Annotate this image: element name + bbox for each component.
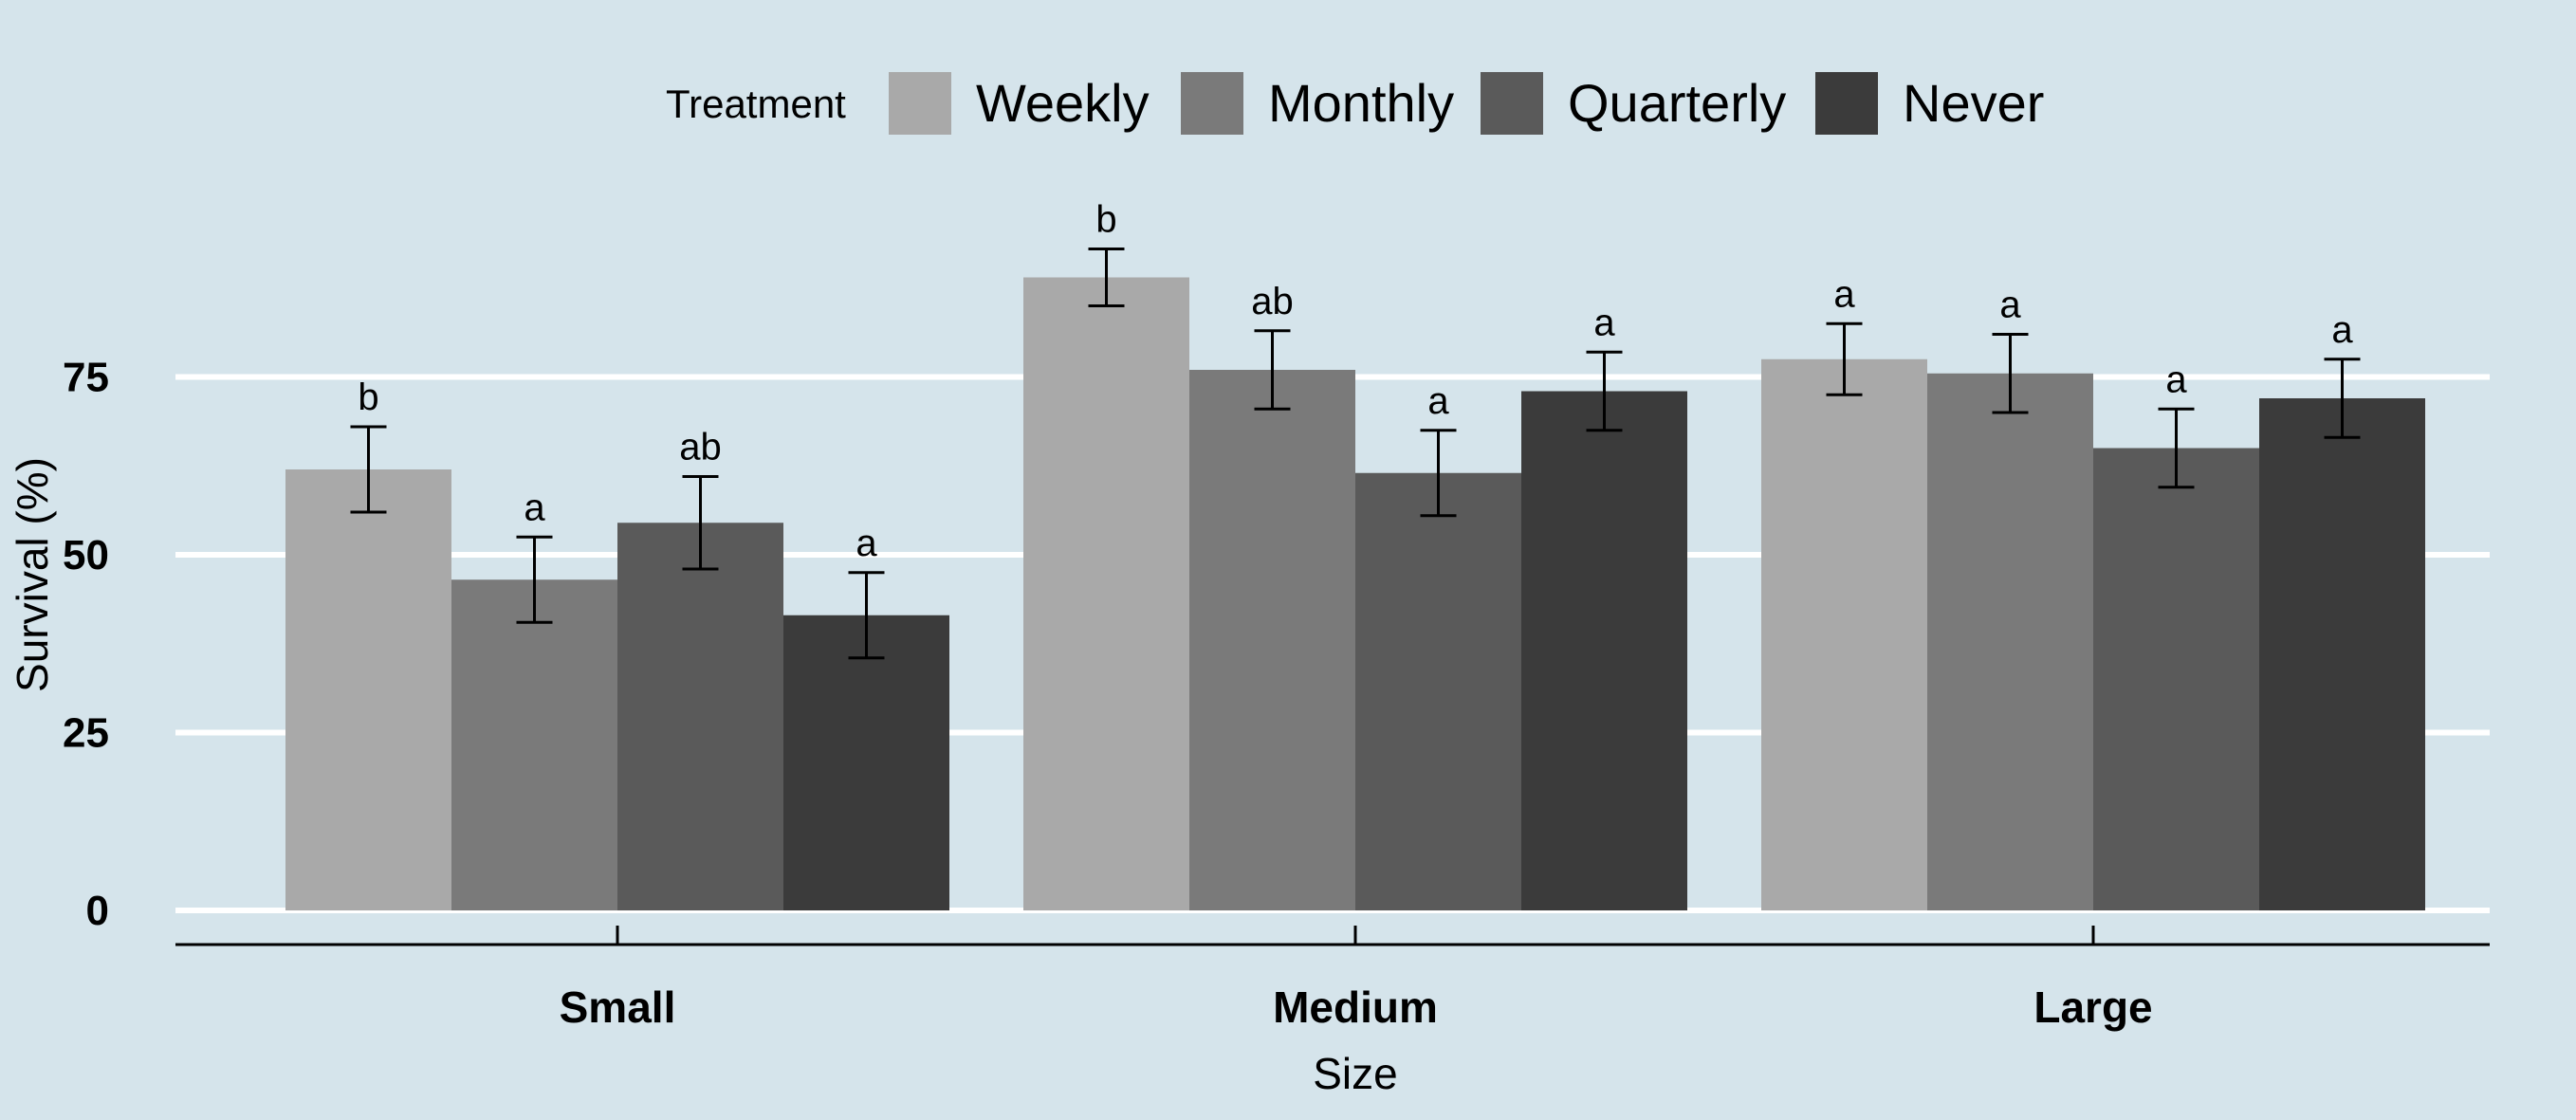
y-tick-label: 75 (63, 355, 109, 401)
legend-item-never: Never (1815, 72, 2044, 135)
sig-label-medium-never: a (1593, 302, 1615, 343)
bar-medium-quarterly (1355, 472, 1521, 910)
x-tick-label-small: Small (560, 982, 676, 1032)
sig-label-large-quarterly: a (2165, 358, 2187, 400)
sig-label-large-monthly: a (1999, 285, 2021, 326)
sig-label-medium-quarterly: a (1427, 380, 1449, 422)
sig-label-small-weekly: b (358, 376, 378, 418)
y-tick-label: 0 (86, 888, 109, 934)
sig-label-medium-weekly: b (1095, 199, 1116, 241)
sig-label-large-never: a (2331, 309, 2353, 351)
legend-item-quarterly: Quarterly (1481, 72, 1786, 135)
legend-title: Treatment (666, 82, 846, 126)
error-bar-small-monthly (516, 535, 553, 624)
legend-label: Quarterly (1568, 73, 1786, 133)
bar-small-monthly (451, 579, 617, 910)
sig-label-small-monthly: a (524, 487, 545, 528)
error-bar-medium-monthly (1254, 329, 1291, 411)
bar-large-monthly (1927, 373, 2093, 910)
x-tick-label-large: Large (2033, 982, 2152, 1032)
y-axis-title: Survival (%) (8, 457, 57, 692)
error-bar-medium-weekly (1088, 248, 1125, 307)
error-bar-medium-quarterly (1420, 429, 1457, 518)
error-bar-large-monthly (1992, 333, 2029, 414)
sig-label-medium-monthly: ab (1251, 281, 1294, 322)
sig-label-large-weekly: a (1833, 273, 1855, 315)
legend-item-weekly: Weekly (889, 72, 1150, 135)
bar-medium-monthly (1189, 370, 1355, 910)
error-bar-medium-never (1586, 350, 1623, 432)
sig-label-small-quarterly: ab (679, 427, 722, 468)
bars-layer (285, 277, 2425, 910)
legend-item-monthly: Monthly (1181, 72, 1454, 135)
error-bar-large-quarterly (2158, 407, 2195, 489)
x-axis-title: Size (1313, 1049, 1397, 1098)
error-bar-large-weekly (1826, 321, 1863, 396)
bar-small-weekly (285, 469, 451, 910)
error-bar-small-never (848, 571, 885, 660)
bar-small-never (783, 615, 949, 910)
legend-swatch (1181, 72, 1243, 135)
y-tick-label: 50 (63, 532, 109, 578)
error-bar-small-quarterly (682, 475, 719, 571)
error-bar-large-never (2324, 358, 2361, 439)
x-tick-label-medium: Medium (1273, 982, 1438, 1032)
error-bar-small-weekly (350, 425, 387, 514)
bar-large-weekly (1761, 358, 1927, 910)
legend-label: Never (1903, 73, 2044, 133)
legend-swatch (889, 72, 951, 135)
bar-large-never (2259, 398, 2425, 910)
legend-swatch (1815, 72, 1878, 135)
legend: Treatment Weekly Monthly Quarterly Never (666, 72, 2044, 135)
legend-swatch (1481, 72, 1543, 135)
bar-medium-weekly (1023, 277, 1189, 910)
legend-label: Weekly (976, 73, 1150, 133)
bar-medium-never (1521, 391, 1687, 910)
axis-layer: 0 25 50 75 Small Medium Large (63, 355, 2490, 1032)
bar-large-quarterly (2093, 448, 2259, 910)
errors-layer (350, 248, 2361, 660)
bar-small-quarterly (617, 523, 783, 910)
y-tick-label: 25 (63, 710, 109, 757)
legend-label: Monthly (1268, 73, 1454, 133)
sig-label-small-never: a (856, 523, 877, 564)
